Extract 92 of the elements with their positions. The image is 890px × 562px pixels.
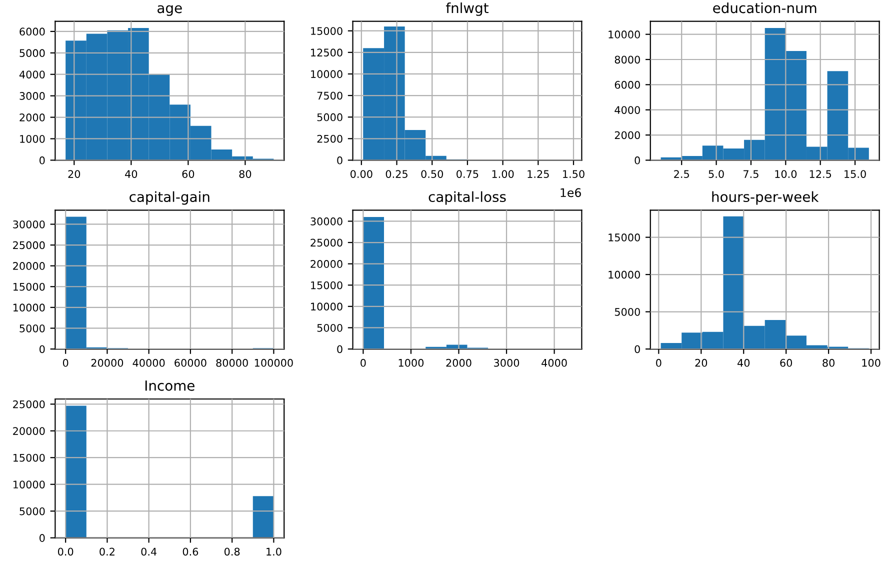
x-tick-label: 2.5 bbox=[674, 170, 689, 178]
x-tick-label: 5.0 bbox=[708, 170, 724, 178]
y-tick-label: 10000 bbox=[311, 302, 342, 311]
y-tick-label: 0 bbox=[40, 534, 45, 542]
y-tick-label: 5000 bbox=[614, 308, 640, 316]
y-tick-label: 15000 bbox=[311, 281, 342, 290]
y-tick-label: 10000 bbox=[13, 304, 45, 312]
x-tick-label: 1.0 bbox=[266, 548, 282, 556]
y-tick-label: 10000 bbox=[608, 270, 640, 279]
x-tick-label: 0.25 bbox=[386, 170, 408, 178]
x-tick-label: 3000 bbox=[494, 358, 520, 367]
x-tick-label: 60 bbox=[780, 358, 792, 367]
x-tick-label: 100 bbox=[862, 358, 880, 367]
y-tick-label: 0 bbox=[40, 156, 45, 164]
x-tick-label: 0.4 bbox=[141, 548, 157, 556]
x-tick-label: 10.0 bbox=[775, 170, 797, 178]
y-tick-label: 0 bbox=[634, 345, 640, 354]
x-tick-label: 0 bbox=[656, 358, 662, 367]
x-tick-label: 0 bbox=[360, 358, 366, 367]
x-tick-label: 0.50 bbox=[421, 170, 444, 178]
x-tick-label: 0.6 bbox=[182, 548, 198, 556]
x-tick-label: 100000 bbox=[254, 358, 293, 367]
y-tick-label: 2500 bbox=[317, 134, 342, 143]
x-tick-label: 0.8 bbox=[224, 548, 240, 556]
y-tick-label: 2000 bbox=[20, 114, 45, 122]
x-tick-label: 0.75 bbox=[456, 170, 478, 178]
y-tick-label: 1000 bbox=[20, 134, 45, 143]
y-tick-label: 4000 bbox=[19, 70, 45, 78]
y-tick-label: 15000 bbox=[13, 282, 45, 291]
x-tick-label: 1.50 bbox=[563, 170, 584, 178]
y-tick-label: 10000 bbox=[311, 70, 342, 78]
x-tick-label: 1.00 bbox=[492, 170, 514, 178]
chart-title: hours-per-week bbox=[712, 191, 819, 205]
y-tick-label: 20000 bbox=[13, 427, 45, 435]
y-tick-label: 25000 bbox=[13, 241, 45, 250]
y-tick-label: 3000 bbox=[20, 92, 45, 100]
x-tick-label: 40 bbox=[738, 358, 750, 367]
x-tick-label: 20000 bbox=[91, 358, 124, 367]
y-tick-label: 8000 bbox=[614, 56, 640, 64]
chart-title: Income bbox=[145, 380, 194, 391]
x-tick-label: 20 bbox=[68, 170, 80, 178]
y-tick-label: 15000 bbox=[608, 234, 640, 242]
y-tick-label: 0 bbox=[337, 345, 342, 354]
y-tick-label: 30000 bbox=[13, 220, 45, 228]
y-tick-label: 5000 bbox=[20, 324, 45, 332]
y-tick-label: 2000 bbox=[614, 131, 640, 140]
x-tick-label: 1000 bbox=[398, 358, 424, 367]
x-tick-label: 12.5 bbox=[810, 170, 832, 178]
y-tick-label: 5000 bbox=[317, 113, 342, 122]
x-tick-label: 0.00 bbox=[350, 170, 372, 178]
x-tick-label: 0.2 bbox=[100, 548, 114, 556]
x-tick-label: 2000 bbox=[446, 358, 472, 367]
x-tick-label: 0 bbox=[62, 358, 68, 367]
y-tick-label: 6000 bbox=[20, 28, 45, 36]
x-tick-label: 80 bbox=[822, 358, 834, 367]
y-tick-label: 20000 bbox=[13, 262, 45, 270]
x-tick-label: 20 bbox=[695, 358, 708, 367]
y-tick-label: 10000 bbox=[608, 30, 640, 38]
y-tick-label: 10000 bbox=[13, 480, 45, 488]
y-tick-label: 0 bbox=[337, 156, 342, 164]
chart-title: age bbox=[158, 5, 182, 16]
y-tick-label: 0 bbox=[40, 345, 45, 354]
chart-title: education-num bbox=[713, 2, 816, 14]
x-tick-label: 0.0 bbox=[58, 548, 74, 556]
y-tick-label: 30000 bbox=[310, 217, 342, 226]
chart-title: capital-gain bbox=[130, 191, 210, 205]
x-tick-label: 60 bbox=[182, 170, 194, 178]
text: 1e6 bbox=[560, 188, 581, 198]
y-tick-label: 4000 bbox=[614, 106, 640, 114]
y-tick-label: 12500 bbox=[311, 48, 342, 57]
x-tick-label: 60000 bbox=[174, 358, 206, 367]
y-tick-label: 5000 bbox=[20, 49, 45, 58]
x-tick-label: 40 bbox=[125, 170, 138, 178]
y-tick-label: 25000 bbox=[13, 400, 45, 408]
x-tick-label: 1.25 bbox=[528, 170, 549, 178]
x-tick-label: 4000 bbox=[542, 358, 567, 367]
y-tick-label: 5000 bbox=[317, 324, 342, 332]
y-tick-label: 25000 bbox=[310, 238, 342, 247]
x-tick-label: 80000 bbox=[216, 358, 248, 367]
x-tick-label: 80 bbox=[239, 170, 252, 178]
y-tick-label: 15000 bbox=[13, 454, 45, 462]
x-tick-label: 40000 bbox=[132, 358, 165, 367]
chart-title: capital-loss bbox=[428, 191, 506, 205]
y-tick-label: 7500 bbox=[317, 92, 342, 100]
y-tick-label: 0 bbox=[634, 156, 640, 164]
chart-title: fnlwgt bbox=[446, 2, 489, 16]
y-tick-label: 15000 bbox=[311, 27, 342, 35]
y-tick-label: 6000 bbox=[614, 80, 640, 89]
y-tick-label: 20000 bbox=[310, 260, 342, 268]
x-tick-label: 7.5 bbox=[744, 170, 758, 178]
x-tick-label: 15.0 bbox=[844, 170, 866, 178]
y-tick-label: 5000 bbox=[20, 507, 45, 516]
